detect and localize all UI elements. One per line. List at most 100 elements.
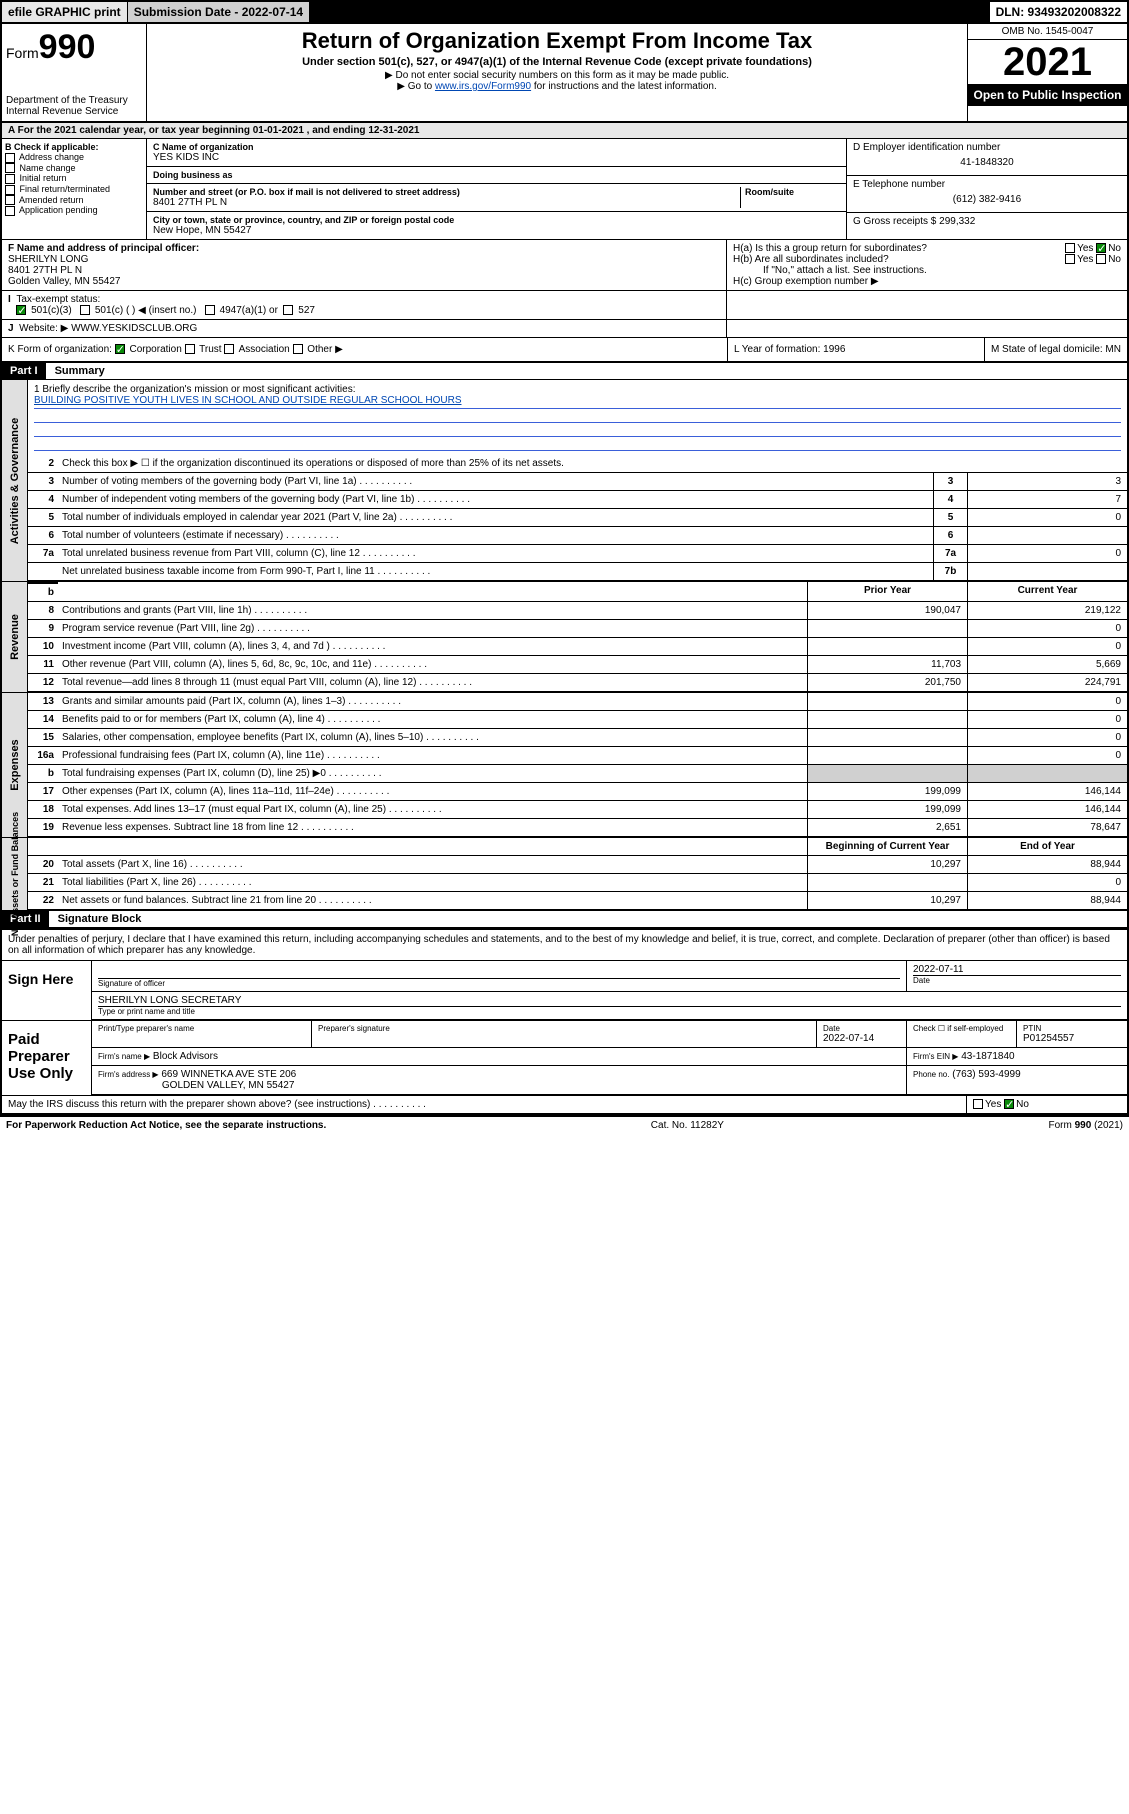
gov-box: 4 bbox=[933, 491, 967, 508]
sign-here-label: Sign Here bbox=[2, 961, 92, 1020]
527-checkbox[interactable] bbox=[283, 305, 293, 315]
row-py: 2,651 bbox=[807, 819, 967, 836]
pdate-label: Date bbox=[823, 1024, 900, 1033]
opt-assoc: Association bbox=[239, 344, 290, 355]
omb-number: OMB No. 1545-0047 bbox=[968, 24, 1127, 40]
city-value: New Hope, MN 55427 bbox=[153, 225, 840, 236]
row-desc: Grants and similar amounts paid (Part IX… bbox=[58, 693, 807, 710]
mission-blank3 bbox=[34, 437, 1121, 451]
mission-blank1 bbox=[34, 409, 1121, 423]
part2-title: Signature Block bbox=[52, 911, 148, 927]
room-label: Room/suite bbox=[745, 187, 840, 197]
efile-label[interactable]: efile GRAPHIC print bbox=[2, 2, 128, 22]
row-desc: Total liabilities (Part X, line 26) bbox=[58, 874, 807, 891]
colb-item: Name change bbox=[5, 163, 143, 174]
tel-label: E Telephone number bbox=[853, 179, 1121, 190]
row-cy: 224,791 bbox=[967, 674, 1127, 691]
discuss-question: May the IRS discuss this return with the… bbox=[2, 1096, 967, 1113]
colb-item: Application pending bbox=[5, 205, 143, 216]
mission-blank2 bbox=[34, 423, 1121, 437]
line2-desc: Check this box ▶ ☐ if the organization d… bbox=[58, 455, 1127, 472]
subtitle-1: Under section 501(c), 527, or 4947(a)(1)… bbox=[153, 56, 961, 68]
4947-checkbox[interactable] bbox=[205, 305, 215, 315]
prior-year-hdr: Prior Year bbox=[807, 582, 967, 601]
phone-label: Phone no. bbox=[913, 1070, 949, 1079]
form-org-label: K Form of organization: bbox=[8, 344, 112, 355]
colb-checkbox[interactable] bbox=[5, 195, 15, 205]
gov-val bbox=[967, 527, 1127, 544]
form990-link[interactable]: www.irs.gov/Form990 bbox=[435, 81, 531, 92]
ptin-label: PTIN bbox=[1023, 1024, 1121, 1033]
opt-501c: 501(c) ( ) ◀ (insert no.) bbox=[95, 305, 197, 316]
501c3-checkbox[interactable] bbox=[16, 305, 26, 315]
colb-checkbox[interactable] bbox=[5, 206, 15, 216]
fein: 43-1871840 bbox=[961, 1051, 1014, 1062]
501c-checkbox[interactable] bbox=[80, 305, 90, 315]
website-label: Website: ▶ bbox=[19, 323, 68, 334]
mission-question: 1 Briefly describe the organization's mi… bbox=[34, 384, 1121, 395]
part1-title: Summary bbox=[49, 363, 111, 379]
colb-checkbox[interactable] bbox=[5, 185, 15, 195]
opt-501c3: 501(c)(3) bbox=[31, 305, 72, 316]
corp-checkbox[interactable] bbox=[115, 344, 125, 354]
other-checkbox[interactable] bbox=[293, 344, 303, 354]
dba-label: Doing business as bbox=[153, 170, 840, 180]
opt-trust: Trust bbox=[199, 344, 221, 355]
colb-item: Amended return bbox=[5, 195, 143, 206]
row-py bbox=[807, 620, 967, 637]
rev-label: Revenue bbox=[9, 614, 21, 660]
row-cy: 0 bbox=[967, 620, 1127, 637]
form-word: Form bbox=[6, 45, 39, 61]
tax-year: 2021 bbox=[968, 40, 1127, 84]
discuss-no-checkbox[interactable] bbox=[1004, 1099, 1014, 1109]
part2-header: Part II bbox=[2, 911, 49, 927]
row-desc: Other revenue (Part VIII, column (A), li… bbox=[58, 656, 807, 673]
colb-checkbox[interactable] bbox=[5, 153, 15, 163]
row-py bbox=[807, 729, 967, 746]
colb-checkbox[interactable] bbox=[5, 163, 15, 173]
row-cy: 146,144 bbox=[967, 783, 1127, 800]
colb-checkbox[interactable] bbox=[5, 174, 15, 184]
gov-box: 5 bbox=[933, 509, 967, 526]
addr-value: 8401 27TH PL N bbox=[153, 197, 740, 208]
mission-text: BUILDING POSITIVE YOUTH LIVES IN SCHOOL … bbox=[34, 395, 1121, 409]
discuss-yes-checkbox[interactable] bbox=[973, 1099, 983, 1109]
sub3-post: for instructions and the latest informat… bbox=[531, 81, 717, 92]
row-cy: 0 bbox=[967, 711, 1127, 728]
firm-label: Firm's name ▶ bbox=[98, 1052, 150, 1061]
trust-checkbox[interactable] bbox=[185, 344, 195, 354]
form-number: Form990 bbox=[6, 28, 142, 67]
row-cy: 0 bbox=[967, 747, 1127, 764]
officer-name: SHERILYN LONG bbox=[8, 254, 720, 265]
row-py bbox=[807, 693, 967, 710]
row-py: 10,297 bbox=[807, 892, 967, 909]
org-info-block: B Check if applicable: Address change Na… bbox=[2, 139, 1127, 240]
row-cy: 0 bbox=[967, 693, 1127, 710]
officer-city: Golden Valley, MN 55427 bbox=[8, 276, 720, 287]
part1-header: Part I bbox=[2, 363, 46, 379]
row-desc: Total revenue—add lines 8 through 11 (mu… bbox=[58, 674, 807, 691]
row-py bbox=[807, 638, 967, 655]
hb-note: If "No," attach a list. See instructions… bbox=[733, 265, 1121, 276]
ein-value: 41-1848320 bbox=[853, 153, 1121, 172]
gov-desc: Net unrelated business taxable income fr… bbox=[58, 563, 933, 580]
hb-question: H(b) Are all subordinates included?Yes N… bbox=[733, 254, 1121, 265]
form-990: 990 bbox=[39, 28, 96, 66]
row-cy: 78,647 bbox=[967, 819, 1127, 836]
row-cy: 219,122 bbox=[967, 602, 1127, 619]
row-py bbox=[807, 765, 967, 782]
footer-right: Form 990 (2021) bbox=[1049, 1120, 1123, 1131]
ha-question: H(a) Is this a group return for subordin… bbox=[733, 243, 1121, 254]
assoc-checkbox[interactable] bbox=[224, 344, 234, 354]
row-cy: 0 bbox=[967, 638, 1127, 655]
opt-4947: 4947(a)(1) or bbox=[220, 305, 278, 316]
gov-box: 7a bbox=[933, 545, 967, 562]
sig-name-label: Type or print name and title bbox=[98, 1006, 1121, 1016]
sig-officer-label: Signature of officer bbox=[98, 978, 900, 988]
footer-left: For Paperwork Reduction Act Notice, see … bbox=[6, 1120, 326, 1131]
submission-date-button[interactable]: Submission Date - 2022-07-14 bbox=[128, 2, 310, 22]
pdate: 2022-07-14 bbox=[823, 1033, 900, 1044]
fein-label: Firm's EIN ▶ bbox=[913, 1052, 958, 1061]
row-desc: Contributions and grants (Part VIII, lin… bbox=[58, 602, 807, 619]
topbar-spacer bbox=[310, 2, 989, 22]
